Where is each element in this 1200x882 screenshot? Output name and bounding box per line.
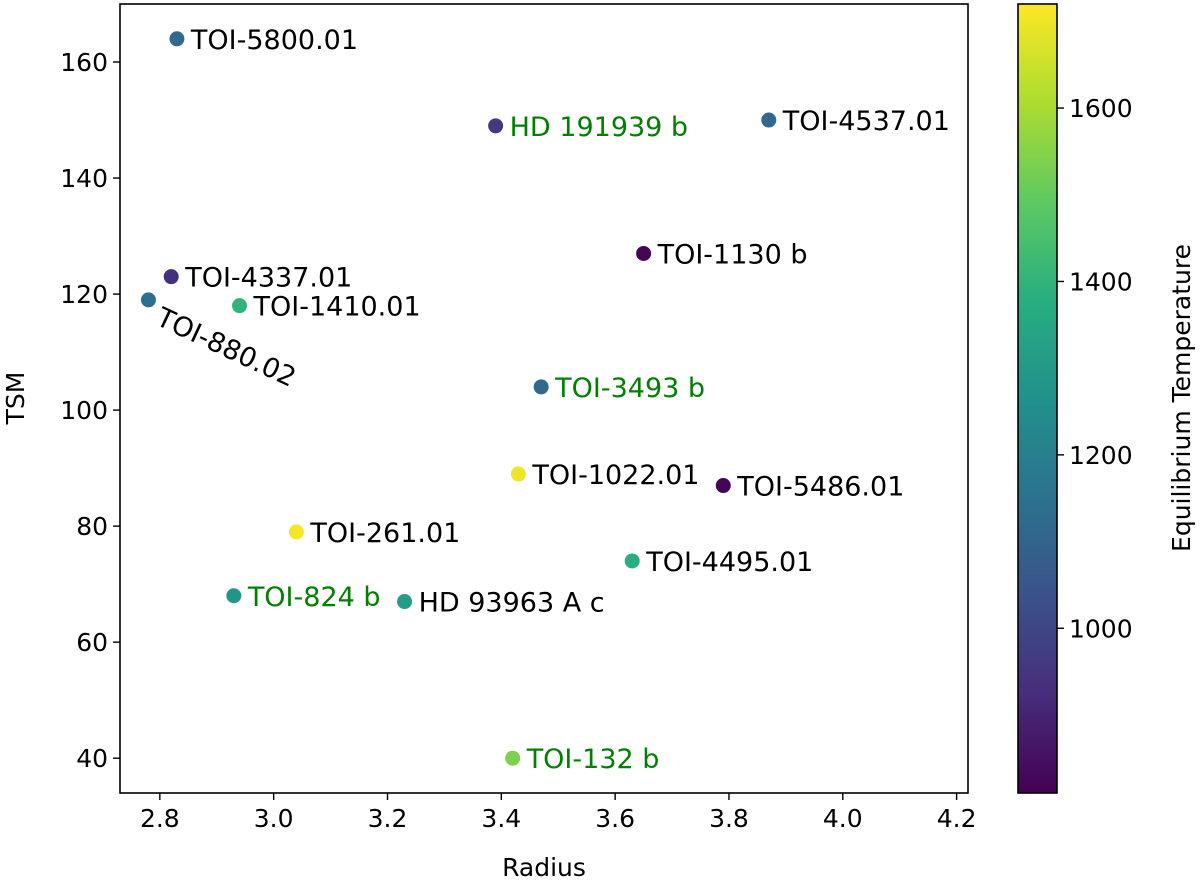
y-tick-label: 80 [76, 512, 108, 541]
data-point [624, 553, 640, 569]
x-axis-label: Radius [502, 853, 586, 882]
data-point [533, 379, 549, 395]
x-tick-label: 3.0 [254, 804, 294, 833]
data-point [715, 478, 731, 494]
data-point [169, 31, 185, 47]
point-label: TOI-824 b [247, 582, 381, 613]
point-label: TOI-1022.01 [531, 460, 699, 491]
y-tick-label: 140 [60, 164, 108, 193]
data-point [140, 292, 156, 308]
x-tick-label: 4.2 [937, 804, 977, 833]
data-point [232, 298, 248, 314]
data-point [505, 750, 521, 766]
point-label: HD 191939 b [510, 112, 688, 143]
plot-area [119, 3, 969, 794]
x-tick-label: 4.0 [823, 804, 863, 833]
colorbar-tick-label: 1400 [1069, 267, 1133, 296]
y-tick-label: 120 [60, 280, 108, 309]
y-tick-label: 160 [60, 48, 108, 77]
x-tick-label: 3.6 [595, 804, 635, 833]
x-axis-ticks: 2.8 3.0 3.2 3.4 3.6 3.8 4.0 4.2 [140, 793, 977, 833]
data-point [636, 245, 652, 261]
data-point [510, 466, 526, 482]
point-label: TOI-261.01 [309, 518, 460, 549]
y-axis-ticks: 40 60 80 100 120 140 160 [60, 48, 120, 773]
colorbar-tick-label: 1000 [1069, 614, 1133, 643]
point-label: TOI-4537.01 [782, 106, 950, 137]
colorbar-tick-label: 1200 [1069, 441, 1133, 470]
x-tick-label: 2.8 [140, 804, 180, 833]
point-label: TOI-4495.01 [645, 547, 813, 578]
point-label: TOI-132 b [526, 744, 660, 775]
point-label: HD 93963 A c [419, 588, 605, 619]
x-tick-label: 3.8 [709, 804, 749, 833]
y-tick-label: 100 [60, 396, 108, 425]
data-point [488, 118, 504, 134]
data-points [140, 31, 777, 766]
point-label: TOI-1130 b [657, 239, 808, 270]
point-label: TOI-3493 b [554, 373, 705, 404]
y-tick-label: 60 [76, 628, 108, 657]
data-point [761, 112, 777, 128]
point-label: TOI-1410.01 [253, 292, 421, 323]
data-point [397, 594, 413, 610]
y-tick-label: 40 [76, 744, 108, 773]
y-axis-label: TSM [1, 372, 30, 426]
data-point [163, 269, 179, 285]
data-point [288, 524, 304, 540]
point-label: TOI-5800.01 [190, 25, 358, 56]
colorbar-tick-label: 1600 [1069, 94, 1133, 123]
colorbar-label: Equilibrium Temperature [1167, 244, 1196, 552]
data-point [226, 588, 242, 604]
x-tick-label: 3.2 [368, 804, 408, 833]
colorbar-ticks: 1000 1200 1400 1600 [1057, 94, 1133, 643]
point-label: TOI-4337.01 [184, 263, 352, 294]
x-tick-label: 3.4 [481, 804, 521, 833]
point-label: TOI-5486.01 [736, 472, 904, 503]
colorbar [1017, 3, 1058, 794]
